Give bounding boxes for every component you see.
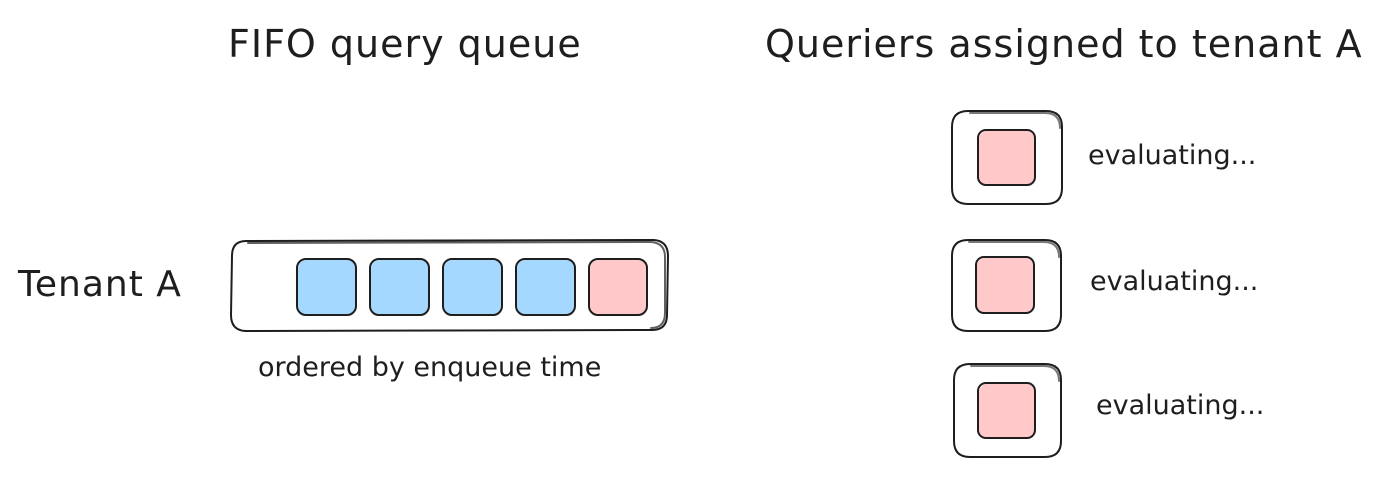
queue-heading: FIFO query queue [228, 22, 582, 66]
queued-query [588, 258, 648, 316]
querier [951, 239, 1062, 332]
query-in-progress [977, 258, 1034, 313]
queriers-heading: Queriers assigned to tenant A [765, 22, 1363, 66]
querier [951, 110, 1063, 205]
queued-query-box [298, 260, 356, 315]
querier-status: evaluating... [1096, 390, 1265, 421]
queue-caption: ordered by enqueue time [258, 352, 602, 383]
querier-status: evaluating... [1088, 140, 1257, 171]
queue-items [296, 258, 648, 316]
querier [953, 363, 1062, 458]
queued-query-box [444, 260, 502, 315]
queued-query [369, 258, 430, 316]
queued-query [442, 258, 503, 316]
querier-status: evaluating... [1090, 266, 1259, 297]
queued-query [515, 258, 576, 316]
tenant-queue [229, 238, 670, 333]
queued-query-box [517, 260, 575, 315]
tenant-label: Tenant A [18, 264, 182, 305]
query-in-progress [979, 131, 1035, 185]
queued-query-box [371, 260, 429, 315]
queued-query-box [590, 260, 647, 315]
query-in-progress [979, 384, 1035, 438]
queued-query [296, 258, 357, 316]
